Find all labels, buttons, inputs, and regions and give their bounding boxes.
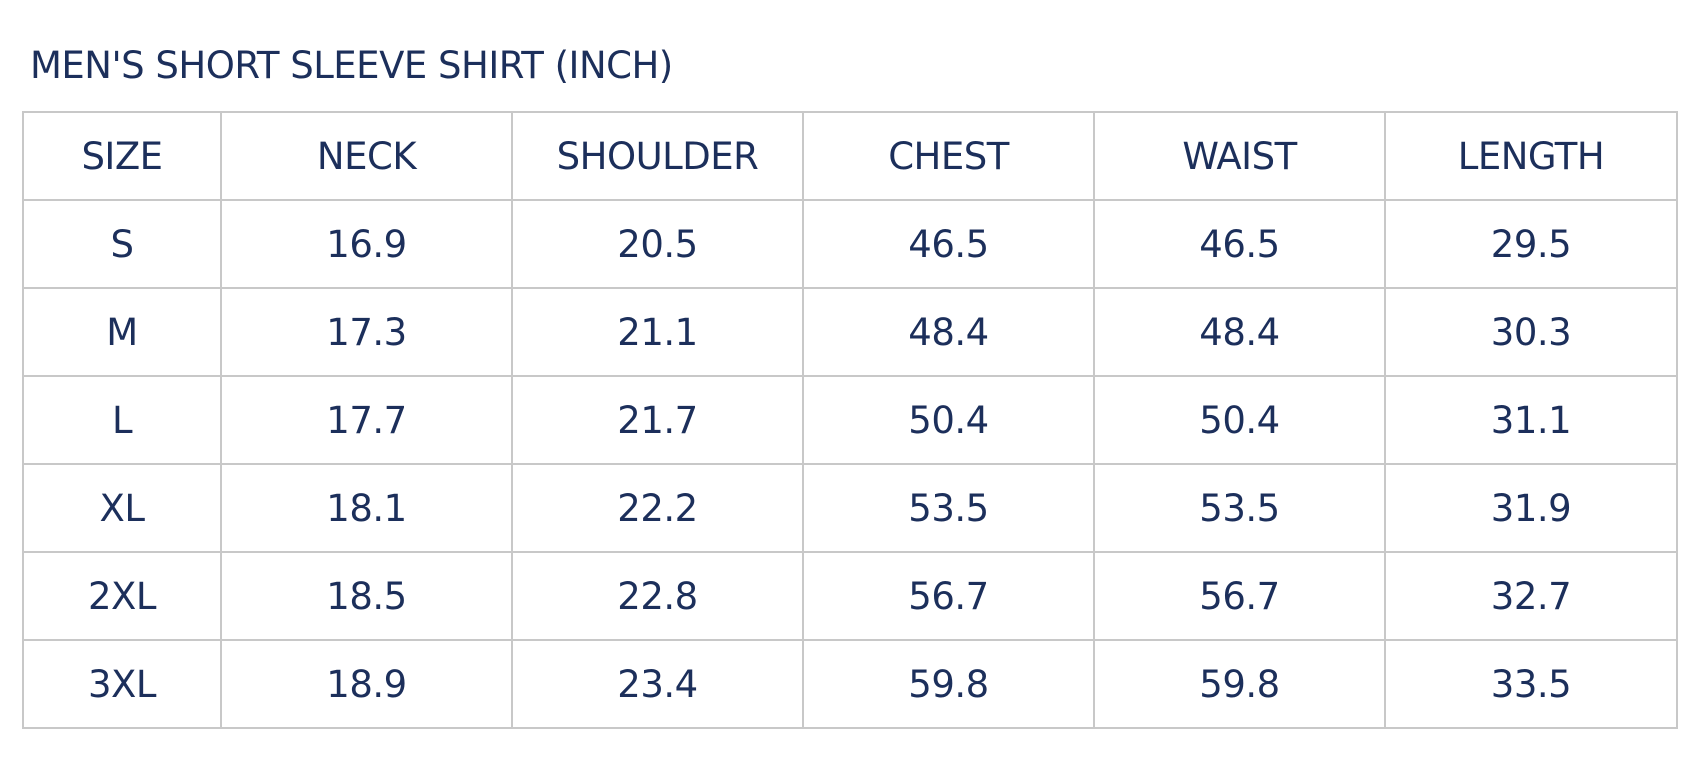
table-row: 3XL 18.9 23.4 59.8 59.8 33.5 xyxy=(22,639,1678,729)
cell-neck: 18.1 xyxy=(220,463,513,553)
cell-shoulder: 22.2 xyxy=(511,463,804,553)
cell-length: 31.1 xyxy=(1384,375,1678,465)
column-header-length: LENGTH xyxy=(1384,111,1678,201)
cell-chest: 48.4 xyxy=(802,287,1095,377)
cell-waist: 53.5 xyxy=(1093,463,1386,553)
header-row: SIZE NECK SHOULDER CHEST WAIST LENGTH xyxy=(22,111,1678,201)
cell-shoulder: 22.8 xyxy=(511,551,804,641)
column-header-shoulder: SHOULDER xyxy=(511,111,804,201)
cell-length: 31.9 xyxy=(1384,463,1678,553)
cell-size: L xyxy=(22,375,222,465)
cell-size: 3XL xyxy=(22,639,222,729)
cell-shoulder: 21.7 xyxy=(511,375,804,465)
cell-shoulder: 20.5 xyxy=(511,199,804,289)
cell-neck: 18.9 xyxy=(220,639,513,729)
cell-neck: 17.3 xyxy=(220,287,513,377)
cell-neck: 18.5 xyxy=(220,551,513,641)
cell-chest: 46.5 xyxy=(802,199,1095,289)
column-header-size: SIZE xyxy=(22,111,222,201)
table-row: S 16.9 20.5 46.5 46.5 29.5 xyxy=(22,199,1678,289)
cell-length: 30.3 xyxy=(1384,287,1678,377)
column-header-waist: WAIST xyxy=(1093,111,1386,201)
cell-waist: 50.4 xyxy=(1093,375,1386,465)
cell-size: XL xyxy=(22,463,222,553)
cell-neck: 17.7 xyxy=(220,375,513,465)
cell-size: 2XL xyxy=(22,551,222,641)
table-row: XL 18.1 22.2 53.5 53.5 31.9 xyxy=(22,463,1678,553)
cell-waist: 46.5 xyxy=(1093,199,1386,289)
page-title: MEN'S SHORT SLEEVE SHIRT (INCH) xyxy=(30,44,673,87)
cell-waist: 56.7 xyxy=(1093,551,1386,641)
cell-waist: 48.4 xyxy=(1093,287,1386,377)
cell-length: 32.7 xyxy=(1384,551,1678,641)
cell-size: M xyxy=(22,287,222,377)
cell-size: S xyxy=(22,199,222,289)
cell-neck: 16.9 xyxy=(220,199,513,289)
cell-length: 29.5 xyxy=(1384,199,1678,289)
column-header-chest: CHEST xyxy=(802,111,1095,201)
table-row: M 17.3 21.1 48.4 48.4 30.3 xyxy=(22,287,1678,377)
cell-chest: 50.4 xyxy=(802,375,1095,465)
table-row: 2XL 18.5 22.8 56.7 56.7 32.7 xyxy=(22,551,1678,641)
table-row: L 17.7 21.7 50.4 50.4 31.1 xyxy=(22,375,1678,465)
cell-chest: 56.7 xyxy=(802,551,1095,641)
cell-chest: 53.5 xyxy=(802,463,1095,553)
cell-shoulder: 23.4 xyxy=(511,639,804,729)
cell-waist: 59.8 xyxy=(1093,639,1386,729)
column-header-neck: NECK xyxy=(220,111,513,201)
cell-length: 33.5 xyxy=(1384,639,1678,729)
cell-shoulder: 21.1 xyxy=(511,287,804,377)
size-chart-table: SIZE NECK SHOULDER CHEST WAIST LENGTH S 16.9 20… xyxy=(22,111,1678,729)
cell-chest: 59.8 xyxy=(802,639,1095,729)
